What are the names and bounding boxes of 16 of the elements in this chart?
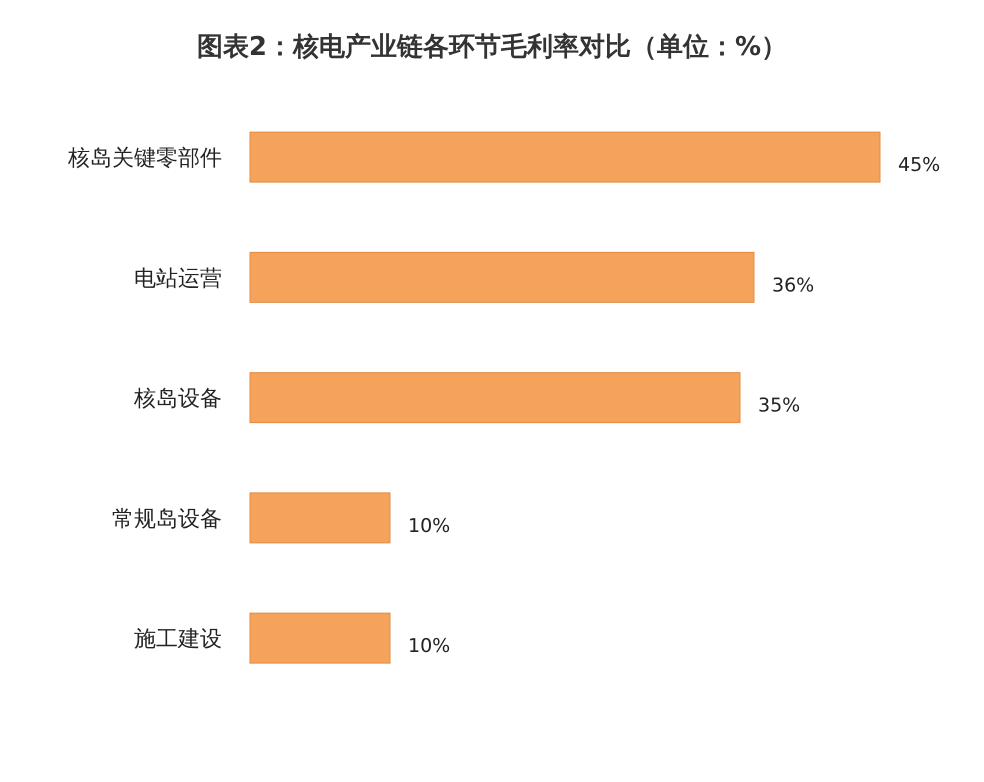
- chart-title: 图表2：核电产业链各环节毛利率对比（单位：%）: [196, 32, 788, 62]
- bar: [250, 492, 390, 544]
- bar: [250, 372, 740, 424]
- data-label: 35%: [758, 394, 800, 417]
- data-label: 10%: [408, 635, 450, 658]
- data-label: 10%: [408, 514, 450, 537]
- bar: [250, 612, 390, 664]
- bar: [250, 252, 754, 303]
- y-tick-label: 核岛设备: [133, 386, 222, 412]
- bar: [250, 132, 880, 183]
- data-label: 45%: [898, 154, 940, 176]
- y-tick-label: 电站运营: [134, 266, 222, 292]
- y-tick-label: 核岛关键零部件: [67, 146, 222, 172]
- data-label: 36%: [772, 274, 814, 296]
- y-tick-label: 施工建设: [134, 627, 222, 652]
- y-tick-label: 常规岛设备: [112, 506, 222, 532]
